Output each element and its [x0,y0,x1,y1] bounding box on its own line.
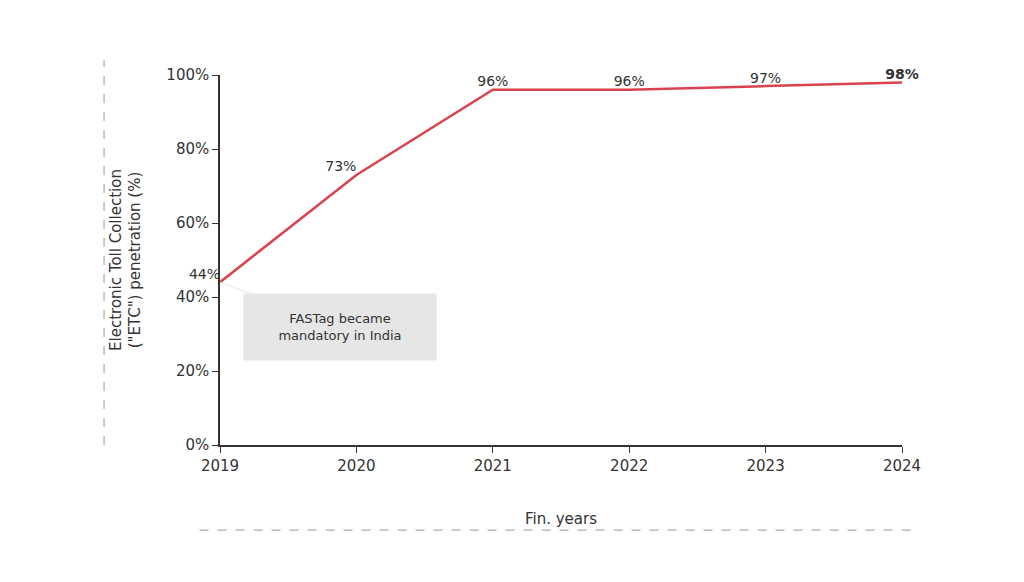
svg-text:73%: 73% [325,158,356,174]
svg-text:2022: 2022 [610,457,648,475]
svg-text:98%: 98% [885,66,919,82]
svg-text:FASTag becamemandatory in Indi: FASTag becamemandatory in India [278,311,401,343]
svg-text:2021: 2021 [474,457,512,475]
svg-text:96%: 96% [614,73,645,89]
svg-text:80%: 80% [176,140,209,158]
svg-text:20%: 20% [176,362,209,380]
svg-text:96%: 96% [477,73,508,89]
svg-text:40%: 40% [176,288,209,306]
svg-text:Electronic Toll Collection("ET: Electronic Toll Collection("ETC") penetr… [107,169,145,351]
svg-text:100%: 100% [166,66,209,84]
svg-text:2024: 2024 [883,457,921,475]
svg-text:2019: 2019 [201,457,239,475]
svg-text:2020: 2020 [337,457,375,475]
svg-text:44%: 44% [189,266,220,282]
svg-text:97%: 97% [750,70,781,86]
svg-text:0%: 0% [185,436,209,454]
svg-text:Fin. years: Fin. years [525,510,597,528]
svg-text:2023: 2023 [747,457,785,475]
svg-text:60%: 60% [176,214,209,232]
